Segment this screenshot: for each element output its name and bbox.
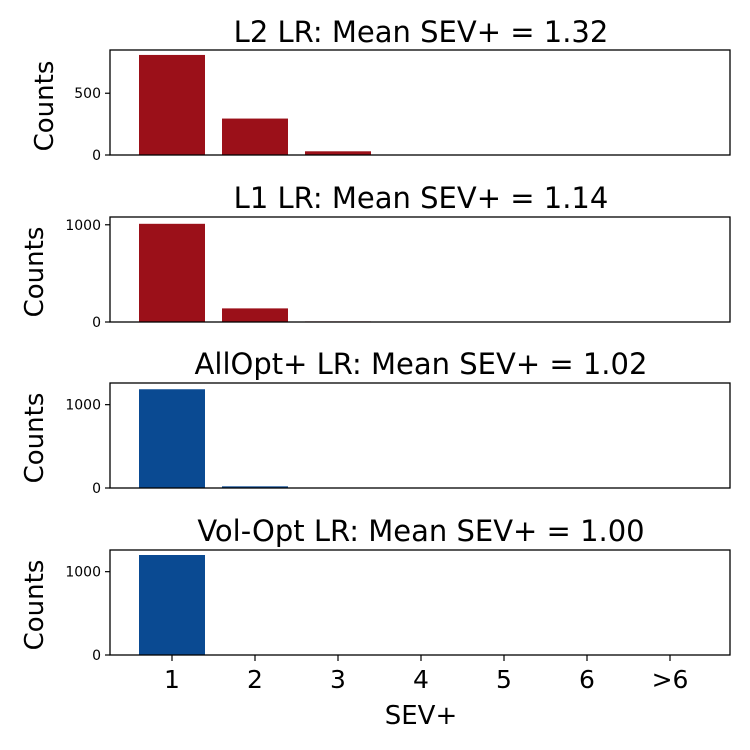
x-tick-label: 3 (330, 665, 346, 694)
panel-allopt-lr: AllOpt+ LR: Mean SEV+ = 1.02 Counts 0 100… (20, 347, 731, 497)
y-tick-label: 0 (92, 315, 101, 331)
y-tick-group: 0 1000 (65, 398, 110, 497)
y-tick-group: 0 1000 (65, 565, 110, 664)
bar-2 (222, 308, 288, 322)
panel-title: Vol-Opt LR: Mean SEV+ = 1.00 (197, 514, 644, 548)
x-tick-label: 4 (413, 665, 429, 694)
x-tick-group: 1 2 3 4 5 6 >6 (164, 655, 688, 694)
panel-title: AllOpt+ LR: Mean SEV+ = 1.02 (195, 347, 648, 381)
y-tick-label: 0 (92, 481, 101, 497)
plot-frame (109, 549, 731, 656)
bar-1 (139, 223, 205, 322)
y-tick-label: 0 (92, 648, 101, 664)
y-axis-label: Counts (20, 227, 50, 318)
x-tick-label: 1 (164, 665, 180, 694)
panel-l1-lr: L1 LR: Mean SEV+ = 1.14 Counts 0 1000 (20, 181, 731, 331)
bar-2 (222, 486, 288, 488)
plot-frame (109, 216, 731, 323)
x-tick-label: 6 (579, 665, 595, 694)
y-tick-group: 0 1000 (65, 218, 110, 331)
panel-title: L1 LR: Mean SEV+ = 1.14 (234, 181, 609, 215)
panel-title: L2 LR: Mean SEV+ = 1.32 (234, 15, 609, 49)
panel-l2-lr: L2 LR: Mean SEV+ = 1.32 Counts 0 500 (30, 15, 731, 164)
y-tick-label: 1000 (65, 565, 101, 581)
y-tick-label: 1000 (65, 218, 101, 234)
y-axis-label: Counts (20, 560, 50, 651)
bar-2 (222, 118, 288, 155)
x-axis-label: SEV+ (385, 701, 458, 731)
x-tick-label: 2 (247, 665, 263, 694)
bar-3 (305, 151, 371, 155)
y-axis-label: Counts (20, 393, 50, 484)
x-tick-label: 5 (496, 665, 512, 694)
bar-group (139, 54, 371, 155)
plot-frame (109, 382, 731, 489)
bar-1 (139, 54, 205, 155)
plot-frame (109, 49, 731, 156)
y-tick-group: 0 500 (74, 86, 110, 164)
y-tick-label: 500 (74, 86, 101, 102)
y-tick-label: 0 (92, 148, 101, 164)
y-tick-label: 1000 (65, 398, 101, 414)
bar-1 (139, 389, 205, 488)
bar-group (139, 223, 371, 323)
y-axis-label: Counts (30, 61, 60, 152)
bar-group (139, 555, 205, 655)
x-tick-label: >6 (652, 665, 689, 694)
panel-volopt-lr: Vol-Opt LR: Mean SEV+ = 1.00 Counts 0 100… (20, 514, 731, 694)
bar-1 (139, 555, 205, 655)
bar-group (139, 389, 288, 488)
